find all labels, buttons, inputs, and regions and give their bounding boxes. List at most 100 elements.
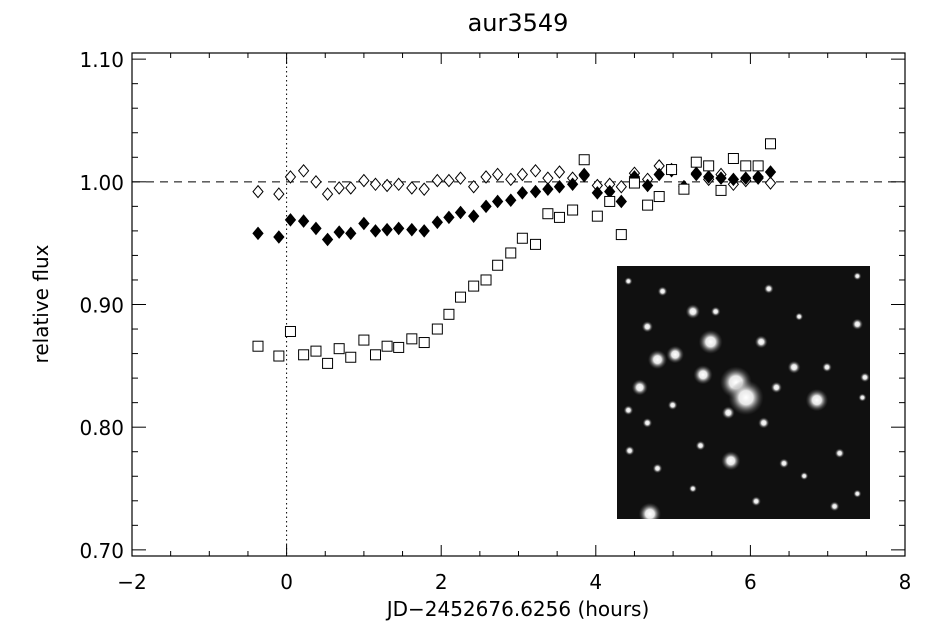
data-point bbox=[529, 184, 542, 199]
data-point bbox=[273, 230, 285, 244]
data-point bbox=[443, 308, 455, 320]
x-tick-label: 0 bbox=[280, 570, 293, 594]
inset-star-image bbox=[617, 266, 870, 519]
data-point bbox=[454, 171, 467, 185]
star bbox=[728, 379, 764, 416]
data-point bbox=[468, 280, 480, 292]
y-tick-labels: 0.70 0.80 0.90 1.00 1.10 bbox=[79, 48, 124, 563]
data-point bbox=[567, 204, 579, 216]
data-point bbox=[505, 193, 517, 208]
star bbox=[638, 502, 662, 519]
star bbox=[805, 388, 829, 412]
data-point bbox=[566, 177, 579, 192]
data-point bbox=[715, 184, 727, 196]
data-point bbox=[443, 173, 455, 188]
data-point bbox=[381, 178, 393, 193]
x-axis-label: JD−2452676.6256 (hours) bbox=[385, 597, 650, 621]
data-point bbox=[333, 225, 345, 239]
star bbox=[795, 312, 804, 321]
chart-title: aur3549 bbox=[468, 9, 569, 37]
data-point bbox=[653, 191, 665, 203]
data-point bbox=[284, 170, 297, 184]
data-point bbox=[764, 138, 776, 150]
data-series bbox=[252, 138, 777, 369]
data-point bbox=[480, 170, 492, 184]
data-point bbox=[418, 337, 430, 349]
data-point bbox=[369, 224, 382, 238]
data-point bbox=[480, 199, 492, 214]
data-point bbox=[752, 160, 764, 172]
data-point bbox=[505, 172, 517, 187]
data-point bbox=[468, 209, 480, 223]
data-point bbox=[284, 325, 296, 337]
series-open-square bbox=[252, 138, 776, 369]
data-point bbox=[516, 232, 528, 244]
y-tick-label: 0.80 bbox=[79, 416, 124, 440]
data-point bbox=[553, 179, 566, 194]
data-point bbox=[358, 173, 370, 188]
data-point bbox=[604, 184, 616, 199]
data-point bbox=[690, 156, 702, 168]
star bbox=[787, 360, 801, 374]
x-tick-label: 2 bbox=[435, 570, 448, 594]
data-point bbox=[345, 226, 357, 241]
data-point bbox=[740, 160, 752, 172]
data-point bbox=[468, 179, 480, 194]
data-point bbox=[752, 170, 764, 184]
star bbox=[631, 379, 648, 396]
data-point bbox=[310, 221, 322, 236]
star bbox=[695, 440, 706, 451]
star bbox=[666, 345, 684, 364]
star bbox=[721, 406, 735, 420]
data-point bbox=[381, 222, 393, 237]
data-point bbox=[381, 340, 393, 352]
star bbox=[698, 329, 723, 354]
star bbox=[829, 501, 840, 512]
star bbox=[770, 381, 782, 394]
star bbox=[652, 463, 663, 474]
data-point bbox=[393, 341, 405, 353]
star bbox=[667, 400, 678, 410]
star bbox=[647, 350, 668, 370]
data-point bbox=[418, 224, 430, 238]
reference-lines bbox=[132, 53, 905, 556]
star bbox=[779, 458, 789, 469]
star bbox=[624, 277, 633, 286]
star bbox=[657, 286, 668, 297]
data-point bbox=[480, 274, 492, 286]
star bbox=[758, 417, 770, 429]
data-point bbox=[345, 181, 357, 195]
data-point bbox=[358, 334, 370, 346]
data-point bbox=[628, 177, 640, 189]
data-point bbox=[321, 232, 334, 247]
star bbox=[642, 418, 653, 428]
data-point bbox=[530, 238, 542, 250]
data-point bbox=[553, 165, 566, 179]
data-point bbox=[615, 229, 627, 241]
data-point bbox=[690, 166, 702, 181]
x-tick-label: 4 bbox=[589, 570, 602, 594]
data-point bbox=[455, 291, 467, 303]
star bbox=[641, 321, 653, 333]
data-point bbox=[298, 349, 310, 361]
data-point bbox=[529, 163, 542, 178]
data-point bbox=[578, 167, 590, 182]
data-point bbox=[393, 221, 405, 236]
data-point bbox=[322, 357, 334, 369]
axis-ticks bbox=[131, 53, 906, 556]
data-point bbox=[284, 213, 297, 227]
data-point bbox=[553, 211, 565, 223]
star bbox=[710, 306, 721, 317]
data-point bbox=[615, 179, 627, 194]
x-tick-labels: −2 0 2 4 6 8 bbox=[117, 570, 911, 594]
star bbox=[685, 304, 701, 319]
data-point bbox=[653, 167, 665, 182]
data-point bbox=[252, 184, 264, 199]
data-point bbox=[310, 175, 322, 189]
data-point bbox=[252, 226, 264, 241]
data-point bbox=[604, 195, 616, 207]
data-point bbox=[764, 165, 777, 179]
data-point bbox=[505, 247, 517, 259]
y-tick-label: 1.00 bbox=[79, 171, 124, 195]
